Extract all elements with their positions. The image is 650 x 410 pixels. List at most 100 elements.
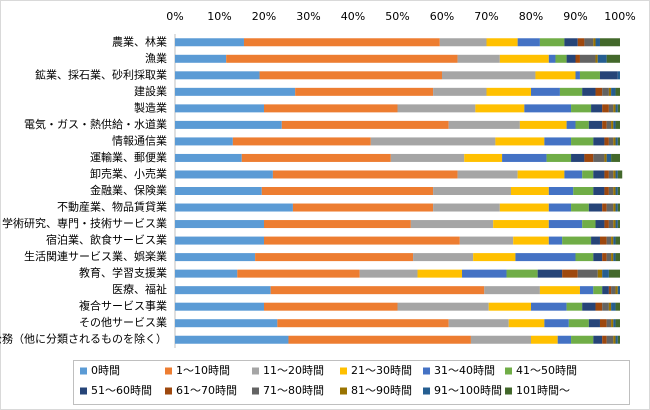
bar-segment: [575, 253, 594, 262]
legend-label: 71～80時間: [263, 384, 324, 397]
bar-segment: [175, 153, 242, 162]
bar-segment: [599, 236, 607, 245]
bar-segment: [608, 87, 612, 96]
category-label: 漁業: [145, 51, 167, 65]
bar-segment: [531, 87, 560, 96]
bar-segment: [613, 137, 616, 146]
legend-label: 31～40時間: [434, 364, 495, 377]
bar-segment: [591, 236, 600, 245]
bar-segment: [582, 302, 596, 311]
bar-segment: [277, 319, 449, 328]
legend-label: 81～90時間: [351, 384, 412, 397]
bar-segment: [608, 220, 614, 229]
legend-swatch: [80, 367, 87, 375]
bar-segment: [593, 137, 605, 146]
bar-segment: [459, 236, 514, 245]
bar-segment: [470, 335, 531, 344]
bar-segment: [546, 153, 572, 162]
category-label: 不動産業、物品賃貸業: [57, 200, 167, 214]
legend-swatch: [80, 387, 87, 395]
bar-segment: [486, 87, 531, 96]
bar-segment: [582, 87, 596, 96]
bar-segment: [264, 104, 398, 113]
bar-segment: [232, 137, 371, 146]
bar-segment: [175, 137, 233, 146]
bar-segment: [539, 286, 580, 295]
bar-segment: [608, 104, 614, 113]
bar-segment: [604, 187, 609, 195]
bar-segment: [611, 120, 614, 129]
legend-label: 1～10時間: [176, 364, 230, 377]
bar-segment: [175, 38, 244, 47]
category-label: 運輸業、郵便業: [90, 150, 167, 164]
bar-segment: [264, 236, 460, 245]
bar-segment: [613, 120, 616, 129]
bar-segment: [617, 137, 620, 146]
bar-segment: [175, 170, 273, 179]
bar-segment: [473, 253, 516, 262]
bar-segment: [175, 253, 256, 262]
bar-segment: [288, 335, 471, 344]
legend-swatch: [423, 367, 430, 375]
bar-segment: [442, 71, 536, 80]
bar-segment: [593, 335, 603, 344]
bar-segment: [608, 286, 612, 295]
category-label: 金融業、保険業: [90, 183, 167, 197]
category-label: 建設業: [134, 84, 167, 98]
bar-segment: [611, 153, 620, 162]
bar-segment: [237, 269, 360, 278]
bar-segment: [602, 253, 607, 262]
bar-segment: [615, 187, 618, 195]
bar-segment: [606, 120, 612, 129]
bar-segment: [517, 38, 540, 47]
bar-segment: [615, 120, 620, 129]
bar-segment: [175, 54, 227, 63]
bar-segment: [439, 38, 487, 47]
bar-segment: [175, 71, 260, 80]
bar-segment: [175, 236, 264, 245]
bar-segment: [175, 203, 293, 212]
bar-segment: [462, 269, 507, 278]
bar-segment: [548, 236, 563, 245]
bar-segment: [615, 253, 620, 262]
legend-label: 21～30時間: [351, 364, 412, 377]
bar-segment: [448, 319, 509, 328]
bar-segment: [562, 236, 592, 245]
bar-segment: [562, 269, 578, 278]
legend-swatch: [252, 387, 259, 395]
bar-segment: [433, 187, 511, 195]
bar-segment: [564, 170, 583, 179]
bar-segment: [510, 187, 549, 195]
bar-segment: [537, 269, 563, 278]
bar-segment: [611, 319, 614, 328]
bar-segment: [611, 236, 614, 245]
bar-segment: [611, 253, 614, 262]
x-tick-label: 10%: [207, 10, 231, 23]
bar-segment: [617, 71, 620, 80]
bar-segment: [548, 54, 556, 63]
bar-segment: [615, 319, 620, 328]
bar-segment: [613, 170, 616, 179]
bar-segment: [571, 203, 589, 212]
bar-segment: [264, 220, 411, 229]
bar-segment: [588, 203, 603, 212]
bar-segment: [595, 38, 600, 47]
bar-segment: [566, 120, 576, 129]
bar-segment: [270, 286, 485, 295]
bar-segment: [566, 302, 583, 311]
bar-segment: [255, 253, 414, 262]
bar-segment: [608, 187, 614, 195]
bar-segment: [604, 220, 609, 229]
bar-segment: [599, 319, 607, 328]
legend-label: 61～70時間: [176, 384, 237, 397]
bar-segment: [571, 137, 594, 146]
bar-segment: [571, 153, 585, 162]
bar-segment: [615, 87, 620, 96]
bar-segment: [582, 170, 594, 179]
bar-segment: [486, 38, 518, 47]
legend-label: 41～50時間: [516, 364, 577, 377]
bar-segment: [602, 120, 607, 129]
bar-segment: [588, 319, 600, 328]
